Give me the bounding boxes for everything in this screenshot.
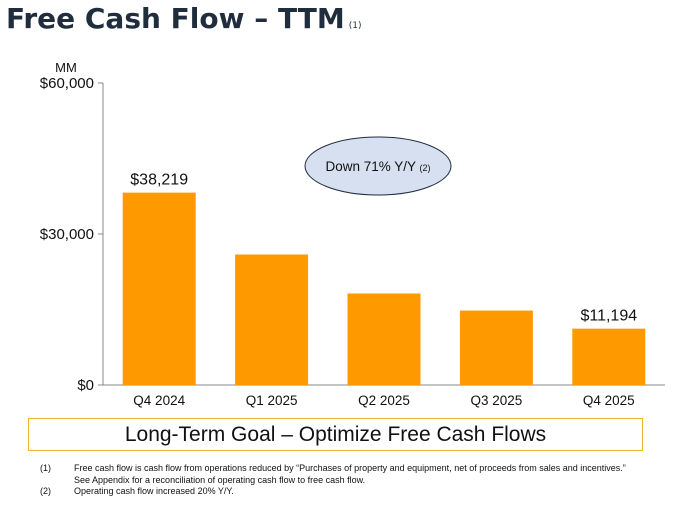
annotation-footnote-ref: (2) — [420, 163, 431, 173]
footnotes: (1) Free cash flow is cash flow from ope… — [40, 463, 674, 498]
x-tick-label: Q2 2025 — [358, 393, 410, 408]
free-cash-flow-chart: MM $0 $30,000 $60,000 Q4 2024 $38,219 Q1 2025 Q… — [40, 60, 665, 408]
bar-q2-2025 — [347, 293, 421, 385]
x-tick-label: Q1 2025 — [246, 393, 298, 408]
long-term-goal-text: Long-Term Goal – Optimize Free Cash Flow… — [124, 422, 547, 446]
x-tick-label: Q3 2025 — [471, 393, 523, 408]
footnote-line: Free cash flow is cash flow from operati… — [74, 463, 626, 473]
data-label: $38,219 — [130, 172, 188, 189]
y-tick-label: $30,000 — [40, 226, 94, 243]
annotation-text: Down 71% Y/Y (2) — [325, 159, 430, 174]
title-text: Free Cash Flow – TTM — [6, 2, 345, 35]
y-tick-label: $0 — [77, 377, 94, 394]
page-title: Free Cash Flow – TTM (1) — [6, 2, 361, 35]
y-tick-label: $60,000 — [40, 75, 94, 92]
bar-q4-2024 — [122, 192, 196, 385]
footnote-line: Operating cash flow increased 20% Y/Y. — [74, 486, 234, 496]
annotation-main-text: Down 71% Y/Y — [325, 159, 419, 174]
annotation-ellipse — [304, 136, 452, 196]
y-unit-label: MM — [55, 60, 77, 75]
x-tick-label: Q4 2024 — [133, 393, 185, 408]
footnote-1: (1) Free cash flow is cash flow from ope… — [40, 463, 674, 486]
title-footnote-ref: (1) — [348, 21, 362, 31]
footnote-line: See Appendix for a reconciliation of ope… — [74, 474, 366, 485]
bar-q4-2025 — [572, 328, 646, 385]
footnote-2: (2) Operating cash flow increased 20% Y/… — [40, 486, 674, 498]
footnote-number: (2) — [40, 486, 51, 496]
long-term-goal-box: Long-Term Goal – Optimize Free Cash Flow… — [28, 418, 643, 451]
data-label: $11,194 — [580, 308, 637, 325]
footnote-number: (1) — [40, 463, 51, 473]
x-tick-label: Q4 2025 — [583, 393, 635, 408]
bar-q3-2025 — [459, 310, 533, 385]
bar-q1-2025 — [235, 254, 309, 385]
